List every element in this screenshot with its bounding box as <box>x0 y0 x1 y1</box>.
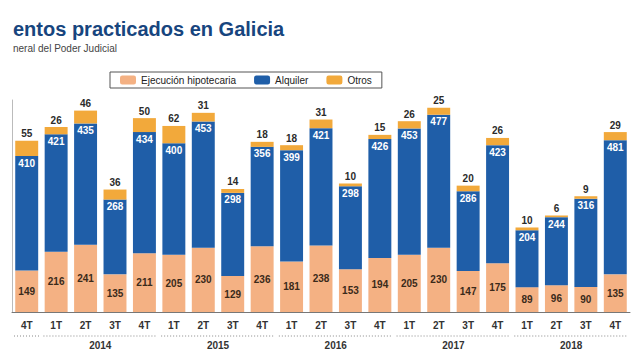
svg-text:477: 477 <box>430 116 447 127</box>
svg-text:286: 286 <box>460 193 477 204</box>
svg-text:434: 434 <box>136 134 153 145</box>
svg-text:31: 31 <box>315 107 327 118</box>
svg-text:410: 410 <box>18 158 35 169</box>
svg-text:3T: 3T <box>580 320 592 331</box>
svg-text:238: 238 <box>313 273 330 284</box>
svg-text:3T: 3T <box>462 320 474 331</box>
svg-text:4T: 4T <box>492 320 504 331</box>
svg-text:400: 400 <box>166 145 183 156</box>
svg-text:20: 20 <box>463 173 475 184</box>
svg-text:194: 194 <box>372 279 389 290</box>
svg-text:135: 135 <box>607 288 624 299</box>
svg-text:241: 241 <box>77 273 94 284</box>
svg-text:481: 481 <box>607 142 624 153</box>
svg-text:149: 149 <box>18 286 35 297</box>
svg-text:426: 426 <box>372 141 389 152</box>
svg-text:9: 9 <box>583 184 589 195</box>
svg-text:421: 421 <box>313 130 330 141</box>
svg-text:3T: 3T <box>345 320 357 331</box>
svg-text:46: 46 <box>80 98 92 109</box>
svg-text:29: 29 <box>610 120 622 131</box>
svg-text:316: 316 <box>578 200 595 211</box>
svg-text:2T: 2T <box>551 320 563 331</box>
svg-text:230: 230 <box>430 274 447 285</box>
svg-text:211: 211 <box>136 277 153 288</box>
svg-text:268: 268 <box>107 201 124 212</box>
svg-text:1T: 1T <box>168 320 180 331</box>
svg-text:Alquiler: Alquiler <box>275 75 309 86</box>
svg-text:147: 147 <box>460 286 477 297</box>
svg-text:96: 96 <box>551 293 563 304</box>
svg-text:50: 50 <box>139 106 151 117</box>
svg-text:14: 14 <box>227 176 239 187</box>
svg-text:181: 181 <box>283 281 300 292</box>
svg-text:4T: 4T <box>256 320 268 331</box>
svg-text:175: 175 <box>489 282 506 293</box>
svg-text:230: 230 <box>195 274 212 285</box>
svg-text:18: 18 <box>257 129 269 140</box>
svg-text:2017: 2017 <box>442 340 465 351</box>
svg-text:2T: 2T <box>315 320 327 331</box>
svg-text:2016: 2016 <box>325 340 348 351</box>
svg-text:89: 89 <box>521 294 533 305</box>
svg-text:205: 205 <box>166 278 183 289</box>
svg-text:62: 62 <box>168 113 180 124</box>
svg-text:3T: 3T <box>227 320 239 331</box>
svg-text:4T: 4T <box>21 320 33 331</box>
svg-text:Ejecución hipotecaria: Ejecución hipotecaria <box>141 75 236 86</box>
svg-text:298: 298 <box>342 188 359 199</box>
svg-text:26: 26 <box>404 109 416 120</box>
svg-text:2018: 2018 <box>560 340 583 351</box>
svg-text:90: 90 <box>580 294 592 305</box>
svg-text:298: 298 <box>224 194 241 205</box>
svg-text:435: 435 <box>77 125 94 136</box>
svg-text:129: 129 <box>224 289 241 300</box>
svg-text:6: 6 <box>554 203 560 214</box>
svg-text:25: 25 <box>433 95 445 106</box>
svg-text:244: 244 <box>548 219 565 230</box>
svg-text:31: 31 <box>198 100 210 111</box>
svg-text:453: 453 <box>195 123 212 134</box>
svg-text:55: 55 <box>21 128 33 139</box>
svg-text:Otros: Otros <box>347 75 371 86</box>
svg-text:2014: 2014 <box>89 340 112 351</box>
svg-text:10: 10 <box>521 215 533 226</box>
svg-text:neral del Poder Judicial: neral del Poder Judicial <box>13 43 117 54</box>
svg-text:216: 216 <box>48 276 65 287</box>
svg-text:4T: 4T <box>374 320 386 331</box>
svg-text:26: 26 <box>51 115 63 126</box>
svg-text:1T: 1T <box>286 320 298 331</box>
svg-text:356: 356 <box>254 148 271 159</box>
svg-text:135: 135 <box>107 288 124 299</box>
svg-text:1T: 1T <box>403 320 415 331</box>
svg-text:204: 204 <box>519 232 536 243</box>
svg-text:3T: 3T <box>109 320 121 331</box>
svg-text:10: 10 <box>345 171 357 182</box>
svg-text:2T: 2T <box>80 320 92 331</box>
svg-text:2T: 2T <box>197 320 209 331</box>
svg-text:399: 399 <box>283 152 300 163</box>
svg-text:15: 15 <box>374 122 386 133</box>
svg-text:236: 236 <box>254 274 271 285</box>
svg-text:4T: 4T <box>139 320 151 331</box>
svg-text:453: 453 <box>401 130 418 141</box>
svg-text:2T: 2T <box>433 320 445 331</box>
svg-text:1T: 1T <box>521 320 533 331</box>
svg-text:205: 205 <box>401 278 418 289</box>
svg-text:26: 26 <box>492 125 504 136</box>
svg-text:18: 18 <box>286 133 298 144</box>
svg-text:4T: 4T <box>609 320 621 331</box>
svg-text:36: 36 <box>109 177 121 188</box>
svg-text:1T: 1T <box>50 320 62 331</box>
svg-text:entos practicados en Galicia: entos practicados en Galicia <box>13 18 285 40</box>
svg-text:423: 423 <box>489 147 506 158</box>
svg-text:421: 421 <box>48 136 65 147</box>
svg-text:153: 153 <box>342 285 359 296</box>
svg-text:2015: 2015 <box>207 340 230 351</box>
